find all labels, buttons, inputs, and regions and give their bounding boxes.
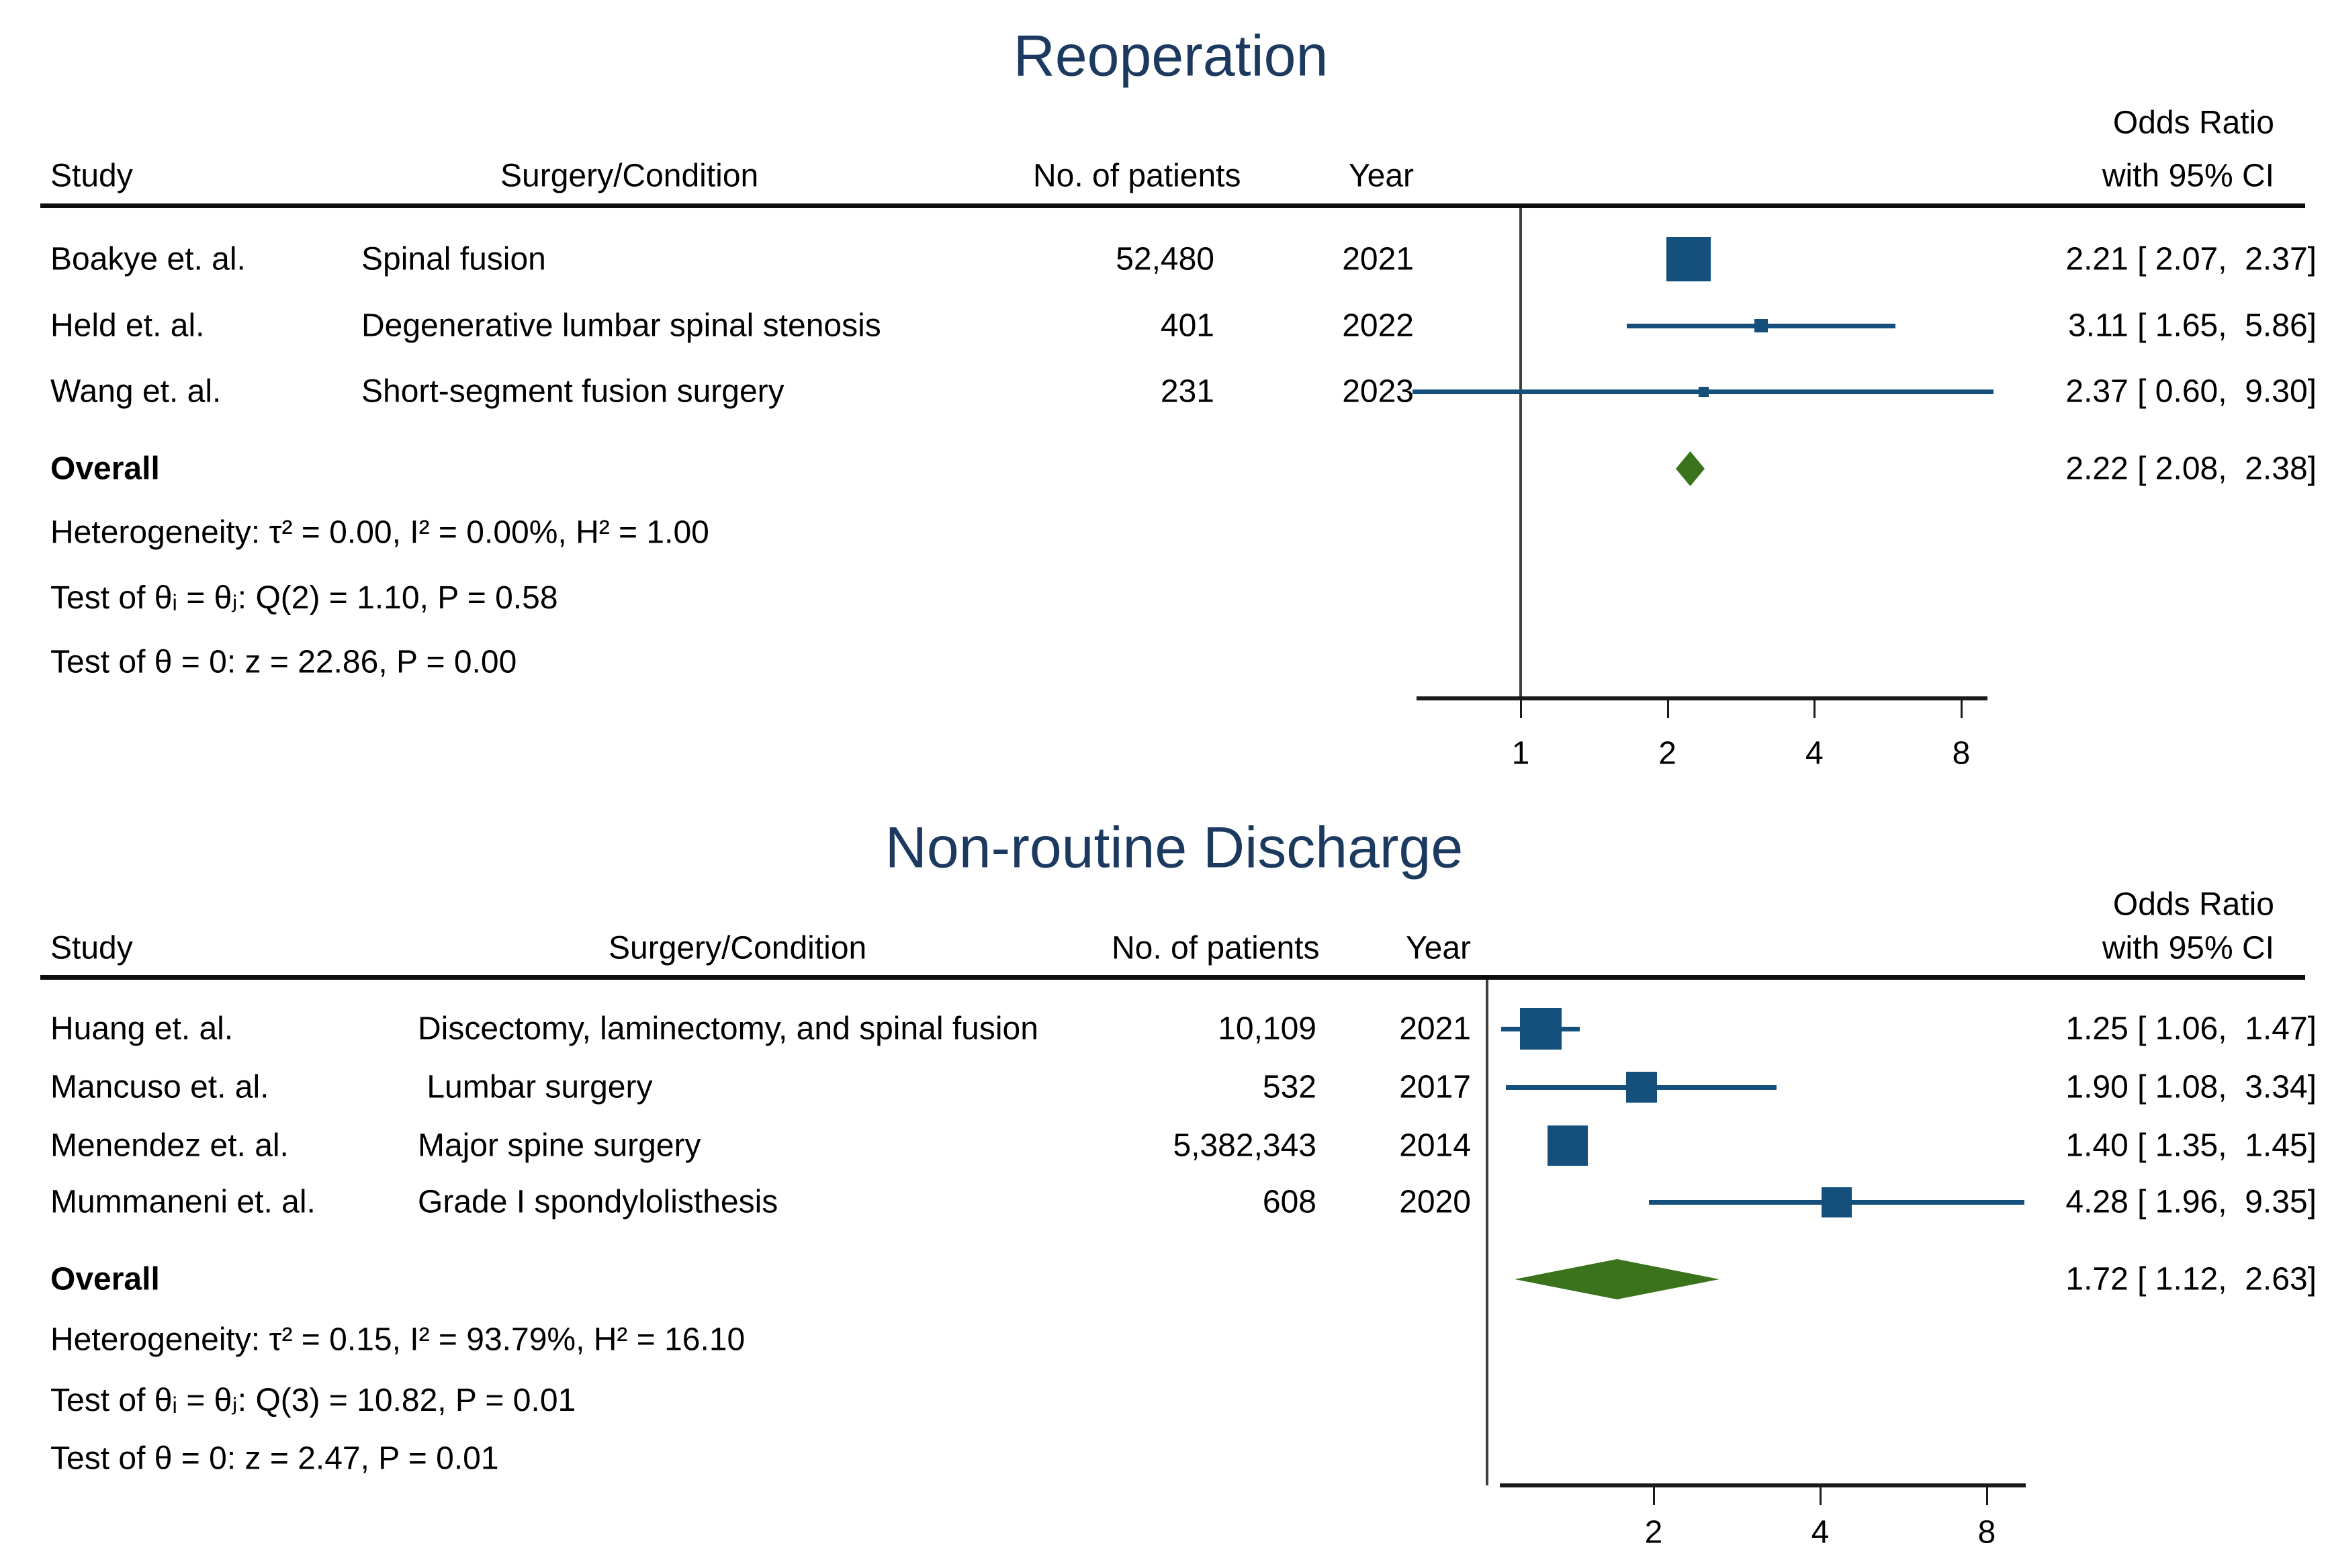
or-header-line2: with 95% CI [2102,930,2274,966]
surgery-condition: Spinal fusion [361,241,546,277]
study-year: 2021 [1342,241,1414,277]
x-axis-tick-label: 4 [1805,735,1824,772]
x-axis-tick-mark [1813,700,1816,718]
column-header-surgery: Surgery/Condition [609,930,867,966]
x-axis-tick-mark [1820,1487,1822,1505]
patients-count: 608 [1262,1184,1316,1220]
study-name: Huang et. al. [50,1011,234,1047]
or-header-line2: with 95% CI [2102,158,2274,194]
x-axis-tick-mark [1986,1487,1988,1505]
study-name: Menendez et. al. [50,1127,289,1164]
x-axis-tick-label: 2 [1658,735,1677,772]
surgery-condition: Lumbar surgery [418,1069,653,1105]
effect-size-square [1519,1008,1562,1050]
effect-size-square [1548,1125,1588,1166]
overall-diamond [1676,451,1705,486]
x-axis-tick-mark [1666,700,1669,718]
x-axis-tick-label: 2 [1644,1514,1663,1551]
effect-size-square [1698,386,1709,397]
overall-or-value: 2.22 [ 2.08, 2.38] [2065,451,2317,487]
x-axis-tick-label: 1 [1511,735,1530,772]
heterogeneity-stats: Heterogeneity: τ² = 0.15, I² = 93.79%, H… [50,1322,746,1358]
overall-diamond [1515,1259,1719,1299]
or-header-line1: Odds Ratio [2112,105,2274,141]
surgery-condition: Degenerative lumbar spinal stenosis [361,308,881,344]
patients-count: 401 [1160,308,1214,344]
effect-size-square [1625,1072,1657,1103]
study-year: 2022 [1342,308,1414,344]
x-axis-tick-label: 8 [1952,735,1971,772]
column-header-patients: No. of patients [1033,158,1241,194]
test-theta-zero-stats: Test of θ = 0: z = 22.86, P = 0.00 [50,644,517,680]
test-theta-ij-stats: Test of θᵢ = θⱼ: Q(2) = 1.10, P = 0.58 [50,580,558,616]
null-reference-line [1486,980,1488,1485]
surgery-condition: Discectomy, laminectomy, and spinal fusi… [418,1011,1038,1047]
column-header-year: Year [1349,158,1414,194]
column-header-study: Study [50,158,133,194]
or-ci-value: 2.21 [ 2.07, 2.37] [2065,241,2317,277]
surgery-condition: Grade I spondylolisthesis [418,1184,778,1220]
null-reference-line [1519,208,1522,698]
or-ci-value: 3.11 [ 1.65, 5.86] [2067,308,2317,344]
overall-label: Overall [50,1261,160,1297]
x-axis-tick-mark [1520,700,1522,718]
patients-count: 52,480 [1116,241,1214,277]
study-year: 2017 [1399,1069,1471,1105]
patients-count: 5,382,343 [1173,1127,1316,1164]
study-year: 2023 [1342,373,1414,410]
study-name: Mummaneni et. al. [50,1184,316,1220]
overall-or-value: 1.72 [ 1.12, 2.63] [2065,1261,2317,1297]
test-theta-zero-stats: Test of θ = 0: z = 2.47, P = 0.01 [50,1440,499,1477]
x-axis-tick-label: 4 [1811,1514,1830,1551]
study-name: Mancuso et. al. [50,1069,269,1105]
study-name: Boakye et. al. [50,241,246,277]
x-axis-line [1417,696,1987,700]
study-year: 2021 [1399,1011,1471,1047]
panel-title: Non-routine Discharge [885,815,1464,880]
surgery-condition: Short-segment fusion surgery [361,373,785,410]
header-rule [40,975,2305,980]
patients-count: 10,109 [1218,1011,1316,1047]
effect-size-square [1666,237,1711,281]
or-ci-value: 2.37 [ 0.60, 9.30] [2065,373,2317,410]
column-header-patients: No. of patients [1112,930,1320,966]
or-ci-value: 1.40 [ 1.35, 1.45] [2065,1127,2317,1164]
column-header-study: Study [50,930,133,966]
column-header-year: Year [1406,930,1471,966]
surgery-condition: Major spine surgery [418,1127,701,1164]
header-rule [40,203,2305,208]
patients-count: 231 [1160,373,1214,410]
x-axis-line [1500,1483,2026,1487]
x-axis-tick-mark [1653,1487,1655,1505]
test-theta-ij-stats: Test of θᵢ = θⱼ: Q(3) = 10.82, P = 0.01 [50,1383,576,1418]
effect-size-square [1821,1187,1852,1217]
overall-label: Overall [50,451,160,487]
panel-title: Reoperation [1013,24,1329,89]
x-axis-tick-label: 8 [1977,1514,1996,1551]
or-header-line1: Odds Ratio [2112,886,2274,923]
study-year: 2020 [1399,1184,1471,1220]
effect-size-square [1754,319,1768,332]
patients-count: 532 [1262,1069,1316,1105]
heterogeneity-stats: Heterogeneity: τ² = 0.00, I² = 0.00%, H²… [50,514,709,551]
or-ci-value: 1.25 [ 1.06, 1.47] [2065,1011,2317,1047]
study-year: 2014 [1399,1127,1471,1164]
study-name: Held et. al. [50,308,205,344]
or-ci-value: 1.90 [ 1.08, 3.34] [2065,1069,2317,1105]
or-ci-value: 4.28 [ 1.96, 9.35] [2065,1184,2317,1220]
column-header-surgery: Surgery/Condition [500,158,759,194]
x-axis-tick-mark [1961,700,1963,718]
study-name: Wang et. al. [50,373,222,410]
